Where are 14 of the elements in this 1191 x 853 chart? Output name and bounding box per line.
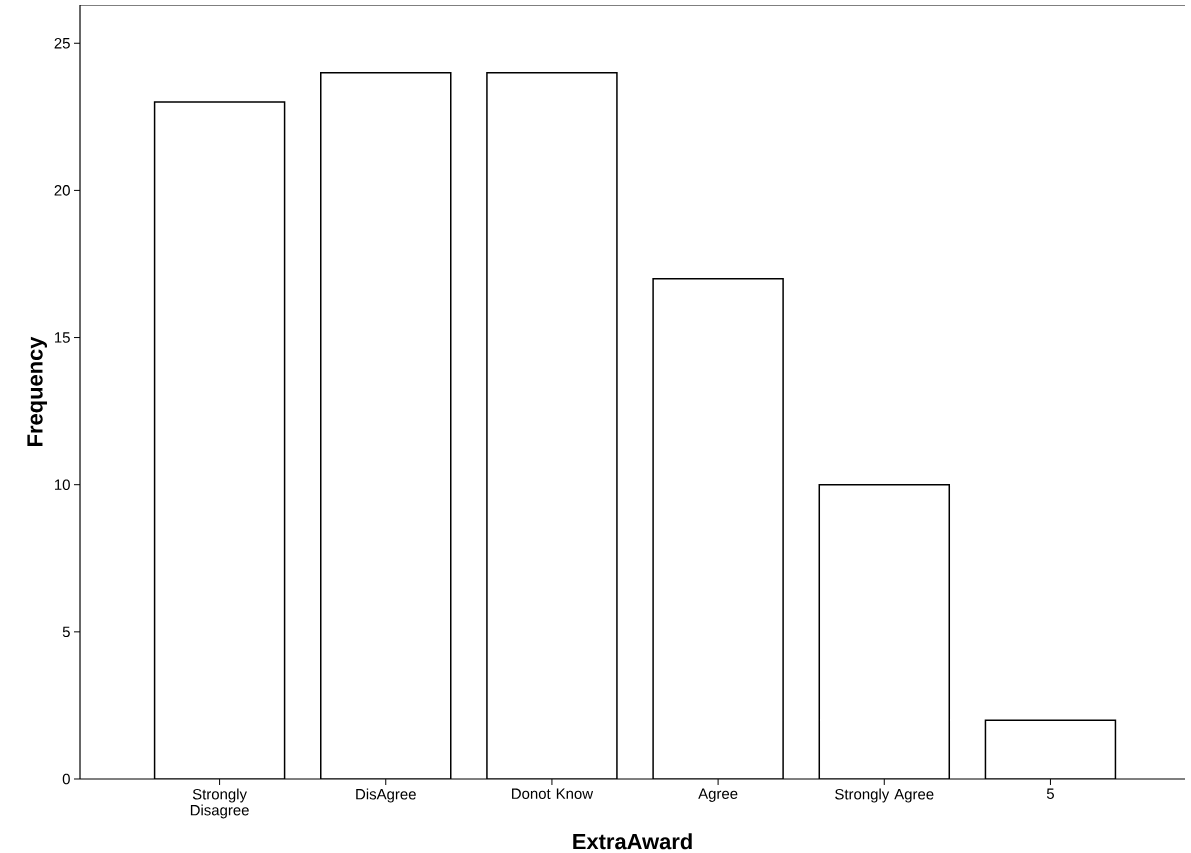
y-tick-label: 5: [62, 626, 70, 638]
y-tick-label: 25: [54, 38, 70, 49]
x-tick-label: 5: [1046, 788, 1054, 800]
y-tick-label: 0: [62, 773, 70, 785]
x-tick-label: Donot Know: [512, 788, 594, 800]
x-tick-label: DisAgree: [356, 788, 416, 803]
y-tick-label: 15: [55, 332, 70, 343]
y-tick-label: 20: [54, 185, 70, 196]
y-axis-title: Frequency: [27, 336, 48, 447]
x-tick-label: Strongly Agree: [835, 788, 934, 803]
x-tick-label: Strongly Disagree: [190, 788, 249, 819]
x-axis-title: ExtraAward: [573, 833, 692, 850]
y-tick-label: 10: [55, 479, 70, 491]
x-tick-label: Agree: [698, 788, 738, 803]
